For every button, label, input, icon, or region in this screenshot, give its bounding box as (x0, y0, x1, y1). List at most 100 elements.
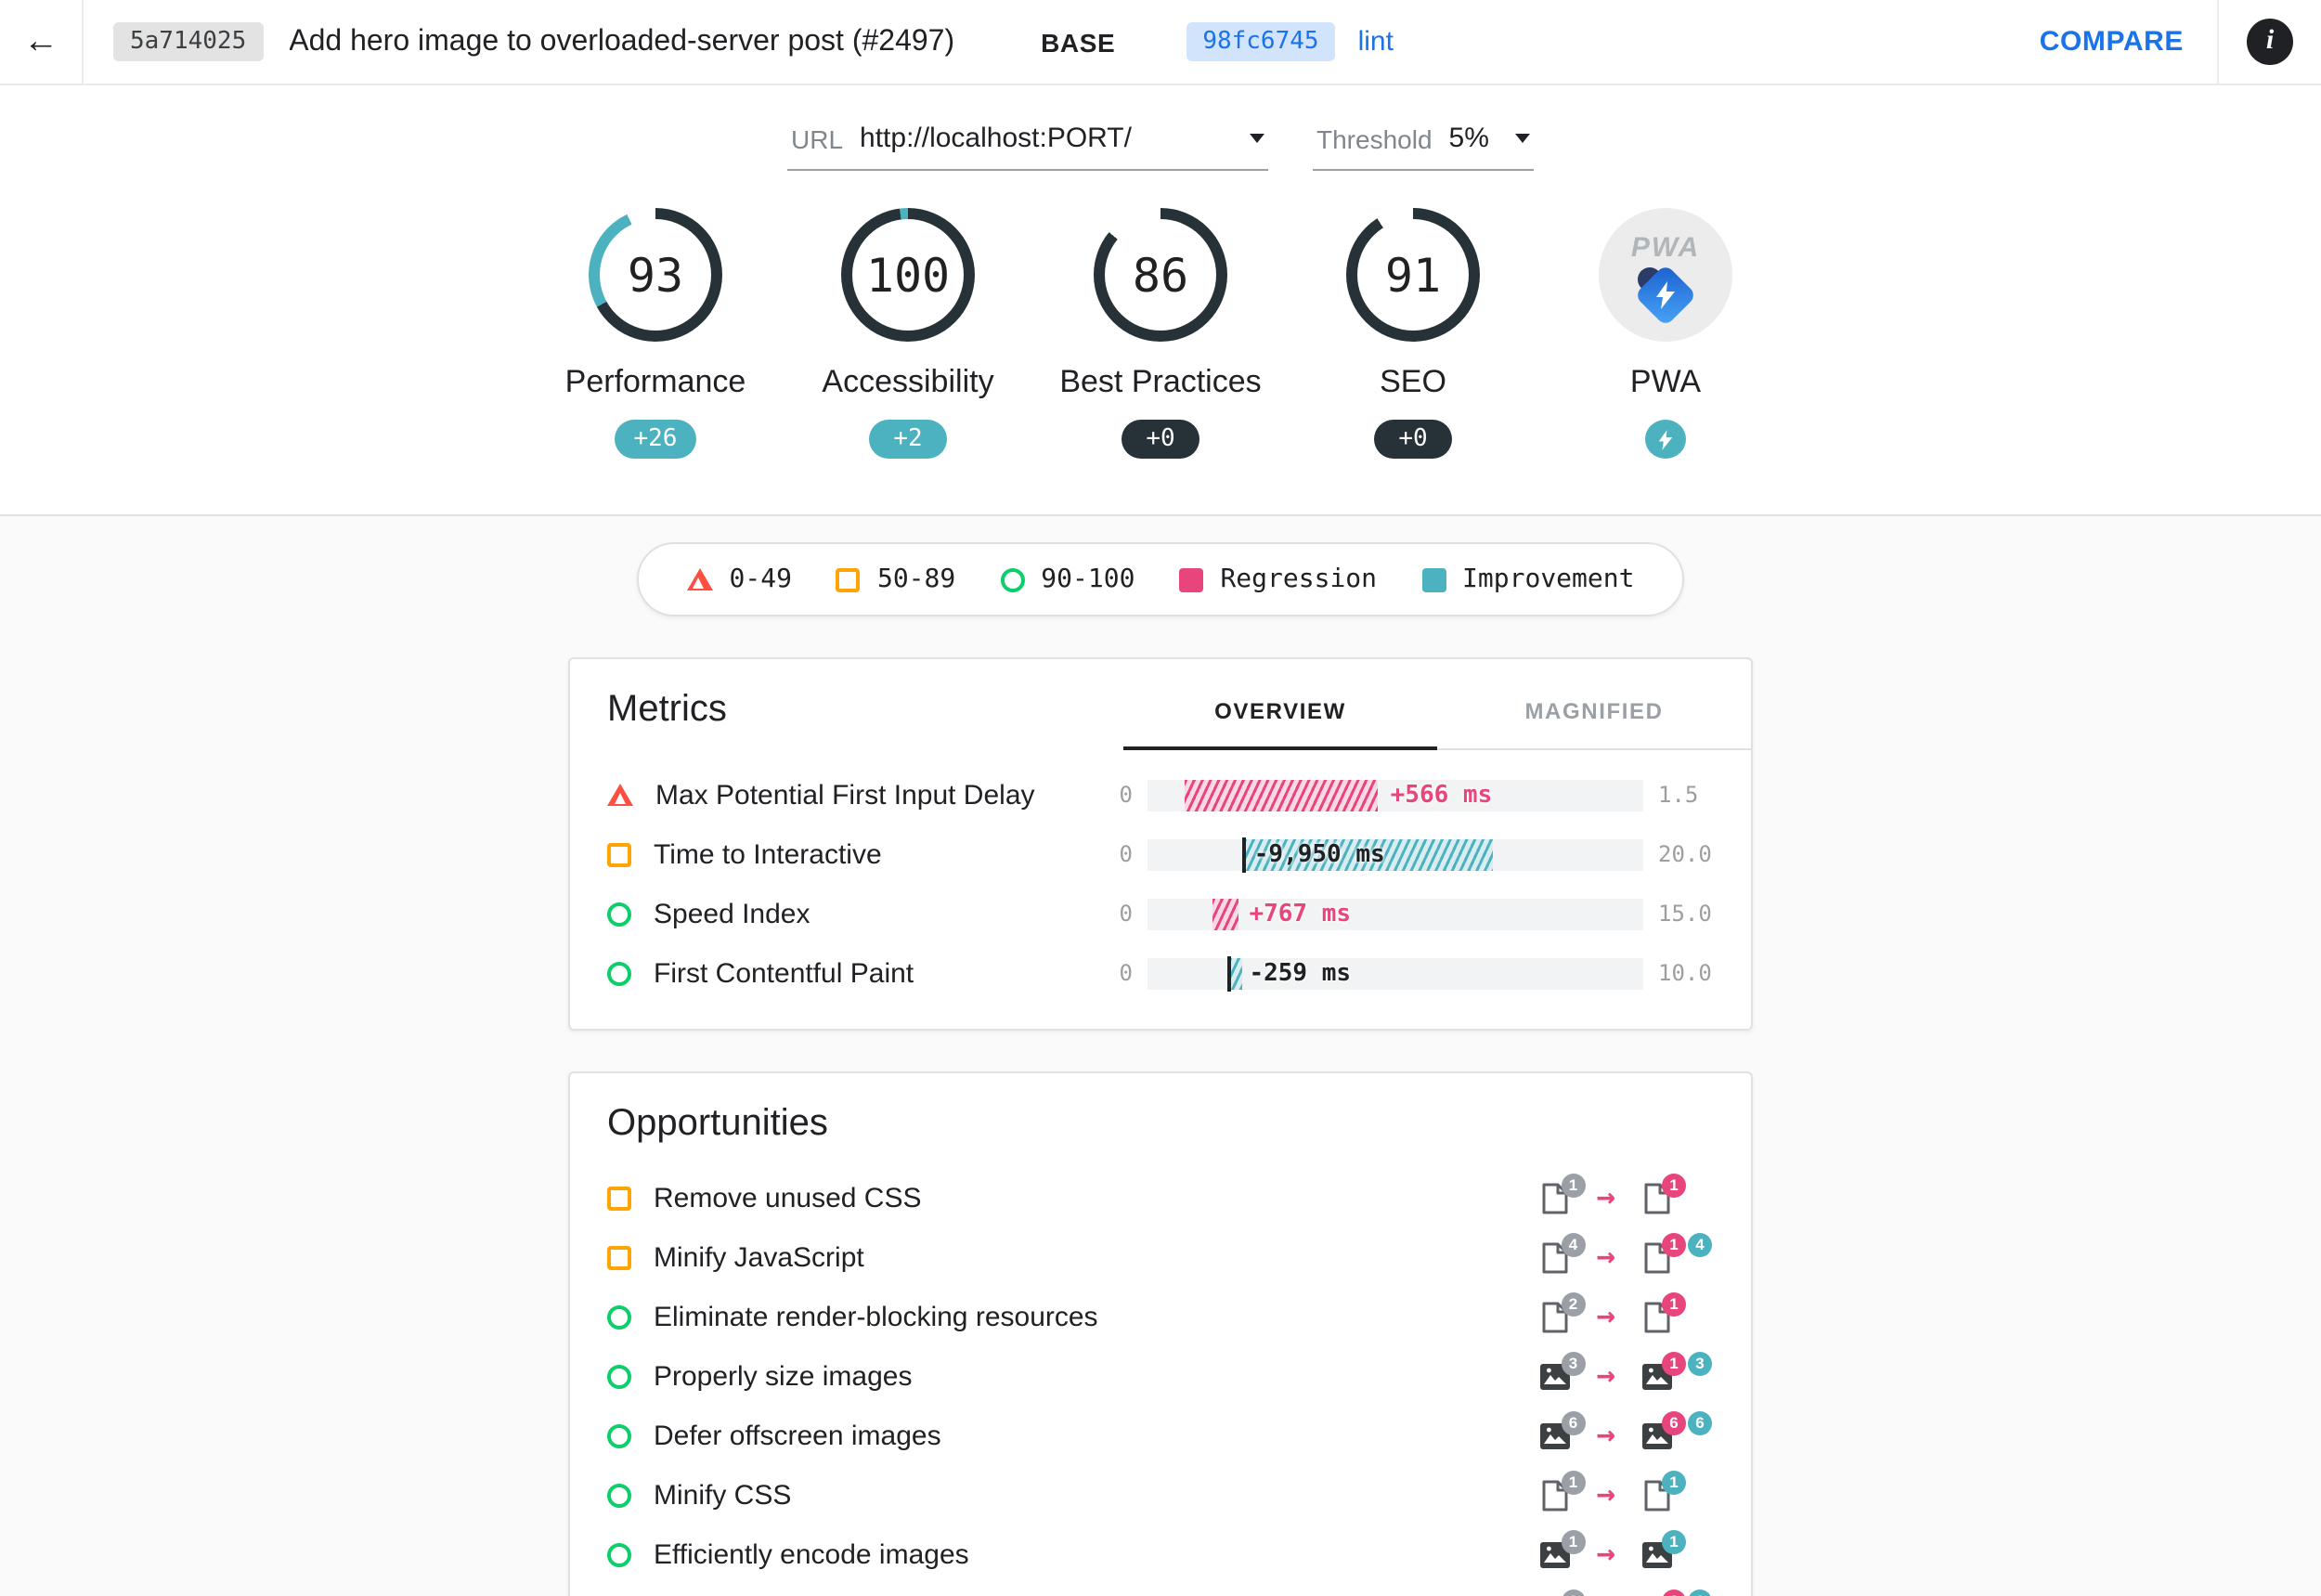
base-file-icon: 3 (1539, 1351, 1586, 1392)
fail-range-icon (686, 568, 713, 590)
metric-label: Speed Index (654, 898, 810, 929)
header-right: COMPARE i (1394, 0, 2321, 84)
bar-segment (1244, 838, 1493, 870)
metric-row: Speed Index 0 +767 ms 15.0 (607, 884, 1721, 943)
page-title: Add hero image to overloaded-server post… (289, 25, 955, 57)
score-label: Performance (564, 364, 746, 399)
best-practices-gauge: 86 (1094, 208, 1227, 342)
audit-status-icon (607, 1423, 631, 1447)
pwa-delta-badge (1645, 420, 1686, 459)
base-count-badge: 1 (1561, 1470, 1586, 1494)
opportunity-row[interactable]: Efficiently encode images 1 → 1 (607, 1525, 1721, 1584)
score-block-performance: 93 Performance +26 (529, 208, 782, 459)
opportunity-row[interactable]: Minify JavaScript 4 → 1 4 (607, 1227, 1721, 1287)
change-arrow-icon: → (1596, 1357, 1616, 1395)
score-delta-badge: +0 (1122, 420, 1199, 459)
lightning-bolt-icon (1656, 281, 1675, 309)
controls-row: URL http://localhost:PORT/ Threshold 5% (0, 117, 2321, 171)
bar-segment (1229, 957, 1242, 989)
compare-file-icon: 1 (1640, 1173, 1686, 1213)
score-delta-badge: +2 (869, 420, 947, 459)
tab-overview[interactable]: OVERVIEW (1123, 672, 1437, 750)
opportunity-row[interactable]: Serve images in next-gen formats 3 → 1 (607, 1584, 1721, 1596)
bar-tick (1242, 837, 1247, 872)
info-icon[interactable]: i (2247, 19, 2294, 65)
score-label: PWA (1629, 364, 1702, 399)
audit-status-icon (607, 1364, 631, 1388)
delta-count-badge: 1 (1662, 1173, 1686, 1197)
base-file-icon: 4 (1539, 1232, 1586, 1273)
bar-min-label: 0 (1119, 782, 1133, 808)
base-count-badge: 3 (1561, 1589, 1586, 1596)
metric-status-icon (607, 784, 633, 806)
info-wrap: i (2217, 0, 2321, 84)
legend-item: 0-49 (686, 564, 792, 594)
back-button[interactable]: ← (0, 0, 84, 84)
metric-row: Time to Interactive 0 -9,950 ms 20.0 (607, 824, 1721, 884)
base-file-icon: 1 (1539, 1173, 1586, 1213)
base-count-badge: 2 (1561, 1291, 1586, 1316)
score-gauges: 93 Performance +26 100 Accessibility +2 … (0, 208, 2321, 459)
delta-count-badge: 4 (1688, 1232, 1712, 1256)
delta-count-badge: 1 (1662, 1232, 1686, 1256)
change-arrow-icon: → (1596, 1476, 1616, 1513)
audit-label: Properly size images (654, 1360, 913, 1392)
delta-count-badge: 1 (1662, 1351, 1686, 1375)
compare-button[interactable]: COMPARE (2039, 26, 2185, 58)
base-commit-hash-badge[interactable]: 5a714025 (113, 22, 264, 61)
legend-item: 90-100 (1000, 564, 1135, 594)
score-delta-badge: +0 (1374, 420, 1452, 459)
legend-item: 50-89 (836, 564, 955, 594)
audit-change-icons: 3 → 1 3 (1539, 1351, 1722, 1395)
audit-status-icon (607, 1245, 631, 1269)
bar-min-label: 0 (1119, 960, 1133, 986)
metric-label: First Contentful Paint (654, 957, 914, 989)
base-count-badge: 1 (1561, 1529, 1586, 1553)
metric-delta-bar: -9,950 ms (1148, 837, 1643, 872)
metrics-card: Metrics OVERVIEW MAGNIFIED Max Potential… (568, 657, 1753, 1031)
metric-label: Max Potential First Input Delay (655, 779, 1035, 811)
bar-tick (1227, 955, 1232, 991)
compare-file-icon: 1 3 (1640, 1351, 1712, 1392)
metric-status-icon (607, 902, 631, 926)
performance-gauge: 93 (589, 208, 722, 342)
pwa-badge-icon (1634, 264, 1697, 327)
tab-magnified[interactable]: MAGNIFIED (1524, 698, 1664, 724)
improvement-swatch-icon (1421, 567, 1446, 591)
base-count-badge: 4 (1561, 1232, 1586, 1256)
bar-max-label: 20.0 (1658, 841, 1712, 867)
header: ← 5a714025 Add hero image to overloaded-… (0, 0, 2321, 85)
score-block-pwa: PWA PWA (1539, 208, 1792, 459)
audit-change-icons: 1 → 1 (1539, 1470, 1722, 1513)
base-file-icon: 1 (1539, 1529, 1586, 1570)
opportunity-row[interactable]: Defer offscreen images 6 → 6 6 (607, 1406, 1721, 1465)
file-icon (1543, 1182, 1568, 1213)
compare-file-icon: 6 6 (1640, 1410, 1712, 1451)
pwa-gauge: PWA (1599, 208, 1732, 342)
legend-item: Regression (1179, 564, 1377, 594)
score-block-best-practices: 86 Best Practices +0 (1034, 208, 1287, 459)
audit-label: Remove unused CSS (654, 1182, 922, 1213)
header-center: BASE 98fc6745 lint (1041, 22, 1394, 61)
opportunity-row[interactable]: Eliminate render-blocking resources 2 → … (607, 1287, 1721, 1346)
audit-label: Minify JavaScript (654, 1241, 864, 1273)
delta-count-badge: 6 (1662, 1410, 1686, 1434)
opportunity-row[interactable]: Properly size images 3 → 1 3 (607, 1346, 1721, 1406)
change-arrow-icon: → (1596, 1298, 1616, 1335)
delta-count-badge: 3 (1688, 1351, 1712, 1375)
opportunity-row[interactable]: Minify CSS 1 → 1 (607, 1465, 1721, 1525)
score-label: Best Practices (1059, 364, 1262, 399)
audit-label: Efficiently encode images (654, 1538, 969, 1570)
compare-commit-hash-badge[interactable]: 98fc6745 (1186, 22, 1336, 61)
opportunity-row[interactable]: Remove unused CSS 1 → 1 (607, 1168, 1721, 1227)
base-count-badge: 6 (1561, 1410, 1586, 1434)
metric-delta-bar: +767 ms (1148, 898, 1643, 929)
compare-branch-label[interactable]: lint (1357, 26, 1394, 58)
summary-section: URL http://localhost:PORT/ Threshold 5% … (0, 117, 2321, 516)
url-select[interactable]: URL http://localhost:PORT/ (787, 117, 1268, 171)
legend-item: Improvement (1421, 564, 1634, 594)
accessibility-gauge: 100 (841, 208, 975, 342)
url-value: http://localhost:PORT/ (860, 123, 1132, 154)
opportunities-title: Opportunities (607, 1103, 828, 1144)
threshold-select[interactable]: Threshold 5% (1313, 117, 1534, 171)
